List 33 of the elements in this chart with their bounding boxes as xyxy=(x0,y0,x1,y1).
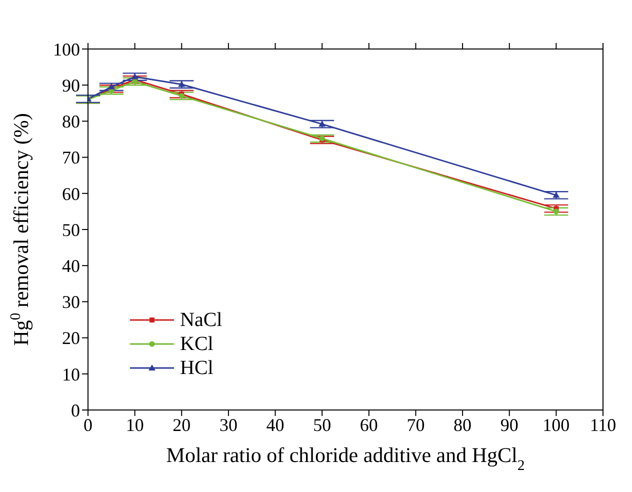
y-tick-label: 30 xyxy=(62,292,80,312)
y-tick-label: 100 xyxy=(53,39,80,60)
x-tick-label: 0 xyxy=(84,414,92,435)
point xyxy=(131,73,138,80)
y-tick-label: 70 xyxy=(62,148,80,168)
point xyxy=(108,83,115,90)
y-tick-label: 50 xyxy=(62,220,80,240)
legend-label: NaCl xyxy=(180,308,222,332)
x-axis-title: Molar ratio of chloride additive and HgCl$_{2}$ xyxy=(166,443,525,474)
x-tick-label: 60 xyxy=(360,414,378,435)
legend-label: HCl xyxy=(180,356,214,380)
x-tick-label: 80 xyxy=(454,414,472,435)
x-tick-label: 100 xyxy=(542,414,570,435)
y-tick-label: 40 xyxy=(62,256,80,276)
x-tick-label: 40 xyxy=(266,414,284,435)
x-tick-label: 110 xyxy=(590,414,616,435)
point xyxy=(318,120,326,127)
y-tick-label: 0 xyxy=(71,400,80,420)
x-tick-label: 90 xyxy=(500,414,518,435)
x-tick-label: 70 xyxy=(406,414,425,435)
y-tick-label: 90 xyxy=(62,75,80,96)
y-tick-label: 20 xyxy=(62,328,80,348)
legend-label: KCl xyxy=(180,332,214,356)
x-tick-label: 30 xyxy=(219,414,238,435)
point xyxy=(178,80,186,87)
x-tick-label: 10 xyxy=(126,414,144,435)
x-tick-label: 20 xyxy=(172,414,191,435)
point xyxy=(552,192,560,198)
y-tick-label: 10 xyxy=(62,364,80,384)
point xyxy=(553,208,559,214)
y-tick-label: 80 xyxy=(62,112,80,132)
x-tick-label: 50 xyxy=(313,414,332,435)
y-tick-label: 60 xyxy=(62,184,80,204)
